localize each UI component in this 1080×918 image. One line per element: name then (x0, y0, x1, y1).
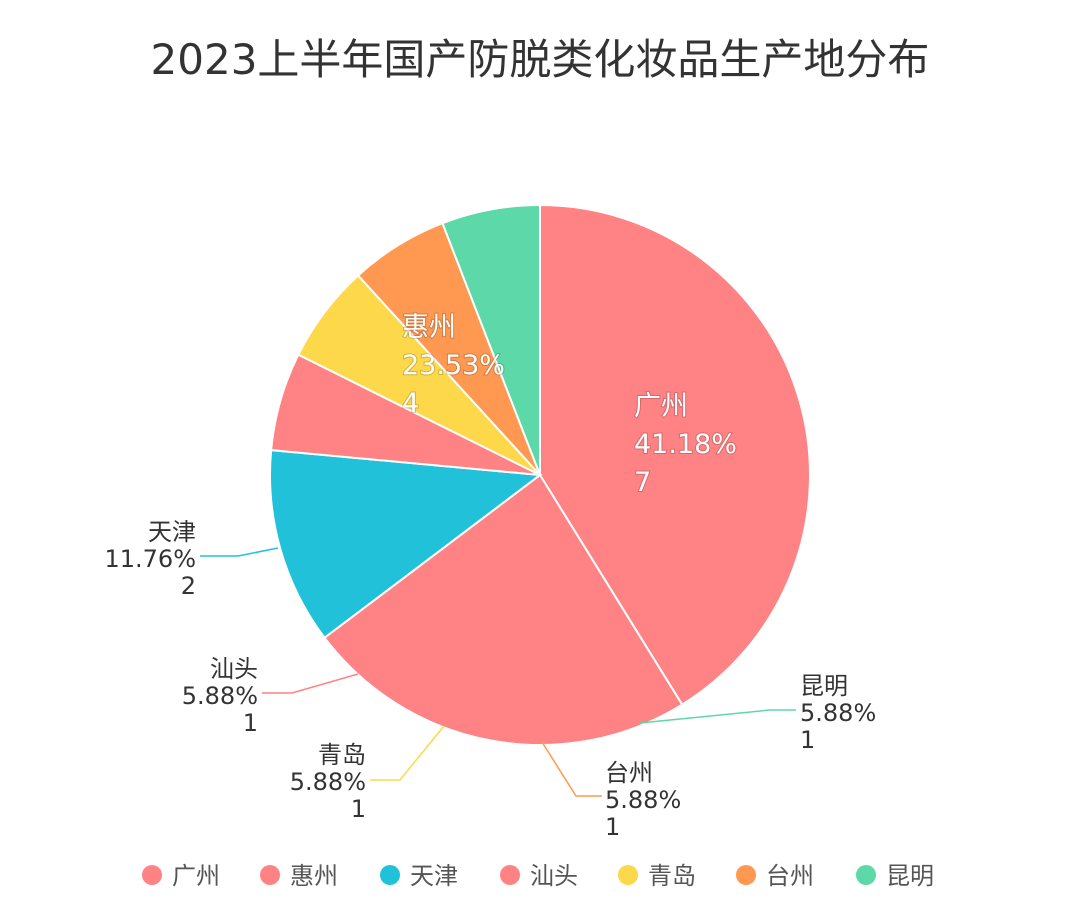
legend-swatch-0 (142, 865, 162, 885)
legend-item-2[interactable]: 天津 (380, 862, 458, 890)
slice-5-label-value: 1 (605, 813, 620, 841)
slice-2-label-value: 2 (181, 572, 196, 600)
slice-6-wedge (441, 203, 541, 476)
slice-2-leader-line (200, 547, 279, 557)
legend-label-2: 天津 (410, 862, 458, 890)
legend-swatch-4 (618, 865, 638, 885)
legend-label-6: 昆明 (886, 862, 934, 890)
slice-3-label-value: 1 (243, 709, 258, 737)
slice-4-label-name: 青岛 (318, 741, 366, 769)
slice-5-label-name: 台州 (605, 759, 653, 787)
legend: 广州 惠州 天津 汕头 青岛 台州 昆明 (142, 862, 934, 890)
legend-item-0[interactable]: 广州 (142, 862, 220, 890)
legend-label-4: 青岛 (648, 862, 696, 890)
slice-5-label-percent: 5.88% (605, 786, 681, 814)
slice-2-label-percent: 11.76% (104, 545, 196, 573)
slice-6-label-value: 1 (800, 726, 815, 754)
slice-1-label-value: 4 (402, 388, 419, 419)
slice-0-label-value: 7 (634, 467, 651, 498)
slice-1-label-name: 惠州 (402, 312, 456, 343)
slice-6-label-name: 昆明 (800, 672, 848, 700)
slice-2-wedge (269, 448, 543, 640)
slice-0-label-percent: 41.18% (634, 429, 737, 460)
slice-labels: 广州41.18%7惠州23.53%4天津11.76%2汕头5.88%1青岛5.8… (104, 311, 876, 841)
slice-6-leader-line (639, 709, 796, 724)
legend-swatch-1 (260, 865, 280, 885)
slice-0-label-name: 广州 (634, 391, 688, 422)
slice-5-leader-line (541, 741, 602, 797)
slice-3-label-name: 汕头 (210, 655, 258, 683)
slice-1-label-percent: 23.53% (402, 350, 505, 381)
slice-4-leader-line (370, 725, 445, 781)
chart-title: 2023上半年国产防脱类化妆品生产地分布 (151, 35, 930, 84)
slice-4-label-percent: 5.88% (290, 768, 366, 796)
slice-0-wedge (539, 203, 811, 706)
legend-label-5: 台州 (766, 862, 814, 890)
slice-3-leader-line (262, 673, 359, 694)
legend-item-3[interactable]: 汕头 (500, 862, 578, 890)
slice-2-label-name: 天津 (148, 518, 196, 546)
legend-label-1: 惠州 (290, 862, 338, 890)
pie-slices (269, 203, 811, 746)
legend-item-5[interactable]: 台州 (736, 862, 814, 890)
legend-label-0: 广州 (172, 862, 220, 890)
legend-item-1[interactable]: 惠州 (260, 862, 338, 890)
legend-item-6[interactable]: 昆明 (856, 862, 934, 890)
legend-swatch-3 (500, 865, 520, 885)
slice-6-label-percent: 5.88% (800, 699, 876, 727)
legend-swatch-2 (380, 865, 400, 885)
legend-swatch-5 (736, 865, 756, 885)
legend-label-3: 汕头 (530, 862, 578, 890)
slice-4-label-value: 1 (351, 795, 366, 823)
legend-swatch-6 (856, 865, 876, 885)
slice-3-label-percent: 5.88% (182, 682, 258, 710)
leader-lines (200, 547, 796, 797)
legend-item-4[interactable]: 青岛 (618, 862, 696, 890)
